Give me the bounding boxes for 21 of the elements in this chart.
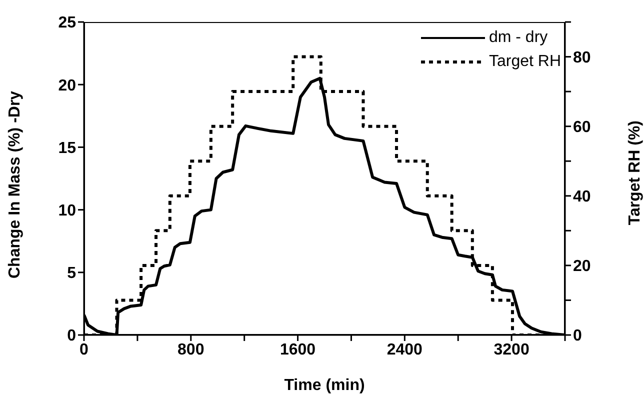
y2-tick-label: 80: [573, 49, 591, 66]
y-tick-label: 25: [58, 14, 76, 32]
x-tick-label: 800: [178, 341, 204, 358]
y2-axis-title: Target RH (%): [626, 120, 644, 226]
x-tick-label: 3200: [494, 341, 530, 358]
y-tick-label: 5: [67, 265, 76, 282]
legend-label: Target RH: [488, 52, 561, 72]
y2-tick-label: 40: [573, 188, 591, 206]
x-tick-label: 0: [80, 341, 89, 358]
y-tick-label: 15: [58, 140, 76, 157]
x-tick-label: 1600: [280, 341, 316, 358]
x-axis-title: Time (min): [284, 377, 365, 394]
legend-label: dm - dry: [488, 28, 548, 48]
x-tick-label: 2400: [386, 341, 423, 358]
y-tick-label: 10: [58, 202, 76, 220]
y-tick-label: 0: [67, 328, 76, 345]
y2-tick-label: 0: [573, 328, 582, 345]
y-tick-label: 20: [58, 77, 76, 94]
y-axis-title: Change In Mass (%) -Dry: [6, 90, 24, 278]
y2-tick-label: 60: [573, 119, 591, 136]
y2-tick-label: 20: [573, 258, 591, 276]
